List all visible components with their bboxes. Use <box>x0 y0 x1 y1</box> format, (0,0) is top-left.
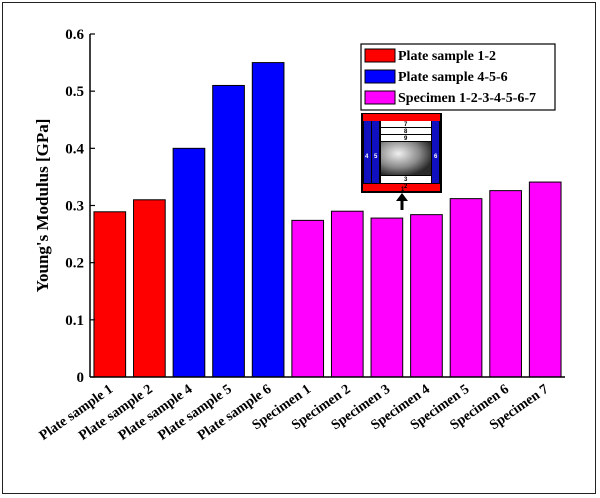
legend-label-specimen: Specimen 1-2-3-4-5-6-7 <box>398 91 536 106</box>
bar-11 <box>489 190 522 378</box>
inset-label-8: 8 <box>404 129 408 135</box>
inset-label-7: 7 <box>404 122 408 128</box>
legend-swatch-specimen <box>364 90 396 105</box>
bar-9 <box>410 214 443 378</box>
inset-top-plate <box>363 114 440 121</box>
y-tick-label: 0 <box>77 370 85 386</box>
legend-swatch-plate-4-5-6 <box>364 69 396 84</box>
legend: Plate sample 1-2 Plate sample 4-5-6 Spec… <box>360 43 556 111</box>
bar-7 <box>330 210 364 378</box>
inset-bottom-plate <box>363 184 440 191</box>
inset-label-9: 9 <box>404 136 408 142</box>
y-tick-label: 0.1 <box>65 313 84 329</box>
axes-layer <box>89 33 565 378</box>
bar-8 <box>370 217 404 378</box>
inset-arrow-icon <box>396 193 408 210</box>
inset-left-wall-5 <box>372 121 379 183</box>
inset-sphere <box>381 142 431 175</box>
bar-3 <box>172 147 206 378</box>
y-tick-label: 0.6 <box>65 27 84 43</box>
inset-label-4: 4 <box>365 154 369 160</box>
y-axis-label: Young's Modulus [GPa] <box>33 119 52 293</box>
inset-label-5: 5 <box>374 154 378 160</box>
bar-4 <box>212 84 245 378</box>
inset-layer-3 <box>381 176 431 183</box>
bar-5 <box>251 62 285 378</box>
inset-label-2: 2 <box>404 184 408 190</box>
y-tick-label: 0.4 <box>65 141 84 157</box>
specimen-schematic-inset: 7 8 9 4 5 6 3 2 1 <box>361 113 442 210</box>
inset-right-wall-6 <box>432 121 439 183</box>
inset-label-6: 6 <box>434 154 438 160</box>
inset-layer-9 <box>381 135 431 141</box>
bar-1 <box>93 211 127 378</box>
legend-label-plate-4-5-6: Plate sample 4-5-6 <box>398 70 508 85</box>
y-tick-label: 0.3 <box>65 199 84 215</box>
bars-layer <box>93 62 562 378</box>
y-tick-label: 0.5 <box>65 84 84 100</box>
inset-left-wall-4 <box>364 121 371 183</box>
legend-label-plate-1-2: Plate sample 1-2 <box>398 49 496 64</box>
inset-label-1: 1 <box>401 187 405 193</box>
legend-swatch-plate-1-2 <box>364 48 396 63</box>
bar-6 <box>291 219 325 378</box>
y-tick-labels: 0 0.1 0.2 0.3 0.4 0.5 0.6 <box>65 27 84 386</box>
inset-label-3: 3 <box>404 177 408 183</box>
inset-layer-8 <box>381 128 431 134</box>
y-tick-label: 0.2 <box>65 256 84 272</box>
bar-10 <box>449 198 483 378</box>
bar-12 <box>528 181 562 378</box>
inset-layer-7 <box>381 121 431 127</box>
bar-2 <box>133 199 166 378</box>
